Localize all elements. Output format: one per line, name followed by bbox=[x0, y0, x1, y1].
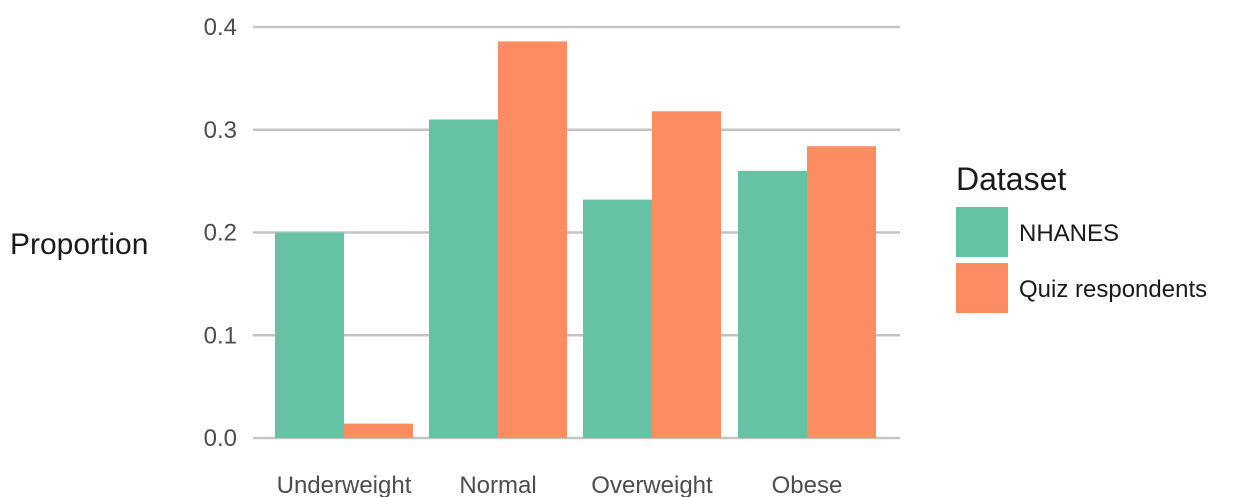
legend-label: NHANES bbox=[1019, 220, 1119, 247]
bar-nhanes-underweight bbox=[275, 232, 344, 438]
legend-swatch bbox=[956, 207, 1008, 257]
legend-items: NHANES Quiz respondents bbox=[956, 207, 1207, 313]
y-axis-title: Proportion bbox=[10, 228, 148, 261]
legend-swatch bbox=[956, 263, 1008, 313]
y-tick-label: 0.4 bbox=[204, 14, 237, 41]
y-tick-label: 0.3 bbox=[204, 117, 237, 144]
bar-quiz-respondents-overweight bbox=[652, 111, 721, 438]
y-tick-label: 0.0 bbox=[204, 425, 237, 452]
x-tick-label: Overweight bbox=[591, 472, 713, 497]
bar-quiz-respondents-normal bbox=[498, 41, 567, 438]
bar-nhanes-obese bbox=[738, 170, 807, 438]
legend: Dataset NHANES Quiz respondents bbox=[956, 161, 1207, 313]
bar-nhanes-normal bbox=[429, 119, 498, 438]
y-axis-ticks: 0.0 0.1 0.2 0.3 0.4 bbox=[204, 14, 237, 452]
bars bbox=[275, 41, 876, 438]
x-tick-label: Obese bbox=[772, 472, 843, 497]
y-tick-label: 0.1 bbox=[204, 322, 237, 349]
legend-title: Dataset bbox=[956, 161, 1066, 197]
y-tick-label: 0.2 bbox=[204, 220, 237, 247]
x-tick-label: Normal bbox=[459, 472, 536, 497]
legend-label: Quiz respondents bbox=[1019, 276, 1207, 303]
bar-nhanes-overweight bbox=[583, 199, 652, 438]
x-axis-ticks: Underweight Normal Overweight Obese bbox=[277, 472, 843, 497]
bar-quiz-respondents-obese bbox=[807, 146, 876, 438]
bar-quiz-respondents-underweight bbox=[344, 423, 413, 438]
x-tick-label: Underweight bbox=[277, 472, 412, 497]
